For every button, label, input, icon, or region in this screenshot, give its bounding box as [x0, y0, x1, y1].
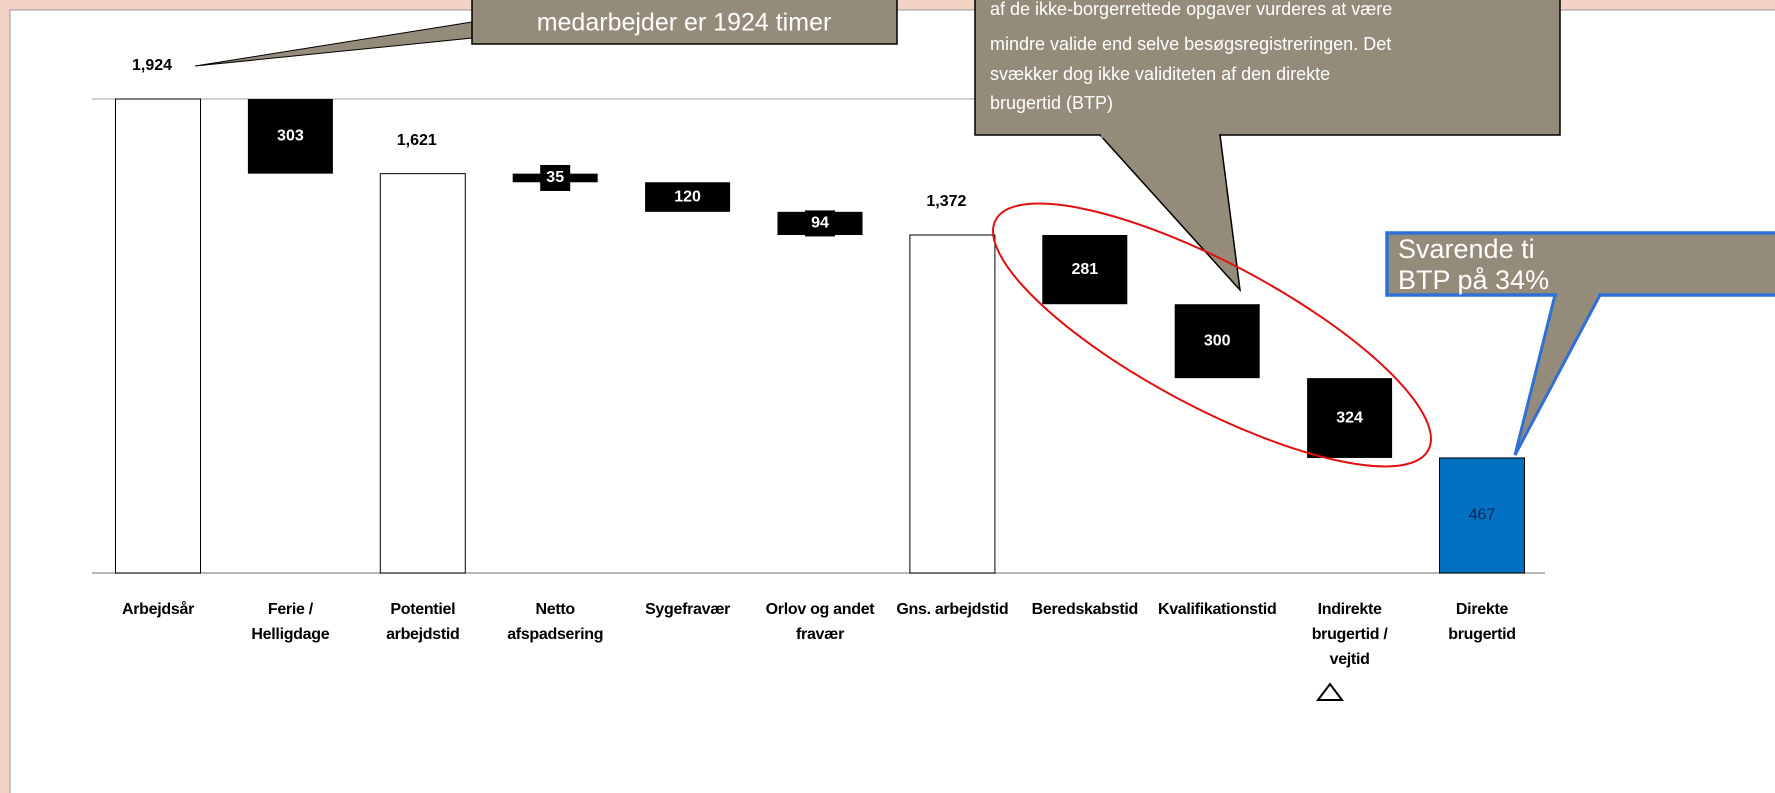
bar	[909, 234, 996, 574]
bar	[379, 173, 466, 574]
value-label: 467	[1469, 507, 1496, 524]
value-label: 1,372	[926, 193, 966, 210]
x-tick-label: Arbejdsår	[122, 601, 194, 618]
callout-text: af de ikke-borgerrettede opgaver vurdere…	[990, 0, 1392, 19]
label-box	[540, 164, 571, 191]
callout-text: svækker dog ikke validiteten af den dire…	[990, 64, 1330, 84]
x-tick-label: Direkte brugertid	[1448, 601, 1516, 643]
callout-join	[1101, 132, 1219, 138]
value-label: 281	[1071, 261, 1098, 278]
callout-box	[1385, 231, 1775, 297]
bar	[115, 98, 201, 574]
arrow-head	[1316, 682, 1344, 701]
callout-join	[1557, 290, 1598, 297]
x-tick-label: Netto afspadsering	[507, 601, 604, 643]
bars: 1,924 303 1,621 35 120 94 1,372 281 300 324 467	[115, 57, 1525, 574]
x-tick-label: Kvalifikationstid	[1157, 601, 1277, 618]
value-label: 35	[546, 169, 564, 186]
highlight-ellipse	[992, 202, 1432, 468]
x-tick-label: Ferie / Helligdage	[251, 601, 330, 643]
callout-text: brugertid (BTP)	[990, 93, 1113, 113]
x-tick-label: Gns. arbejdstid	[896, 601, 1009, 618]
value-label: 1,621	[397, 132, 437, 149]
callout-text: medarbejder er 1924 timer	[537, 9, 832, 37]
callout-box	[974, 0, 1561, 136]
label-box	[805, 210, 835, 237]
bar	[1307, 378, 1393, 458]
bar	[645, 182, 731, 212]
value-label: 94	[811, 215, 829, 232]
bar	[1174, 304, 1260, 379]
value-label: 300	[1204, 332, 1231, 349]
bar	[1042, 234, 1128, 305]
value-label: 120	[674, 188, 701, 205]
callout-text: Svarende ti	[1398, 234, 1535, 264]
bar	[1439, 457, 1525, 574]
x-tick-label: Potentiel arbejdstid	[386, 601, 460, 643]
callout-box	[471, 0, 898, 45]
x-tick-label: Sygefravær	[645, 601, 731, 618]
x-tick-label: Indirekte brugertid / vejtid	[1311, 601, 1388, 668]
bar	[247, 99, 333, 174]
value-label: 1,924	[132, 57, 172, 74]
x-tick-label: Orlov og andet fravær	[765, 601, 875, 643]
x-tick-label: Beredskabstid	[1031, 601, 1139, 618]
value-label: 303	[277, 128, 304, 145]
value-label: 324	[1336, 409, 1363, 426]
callout-text: mindre valide end selve besøgsregistreri…	[990, 34, 1391, 54]
callout-text: BTP på 34%	[1398, 265, 1549, 295]
